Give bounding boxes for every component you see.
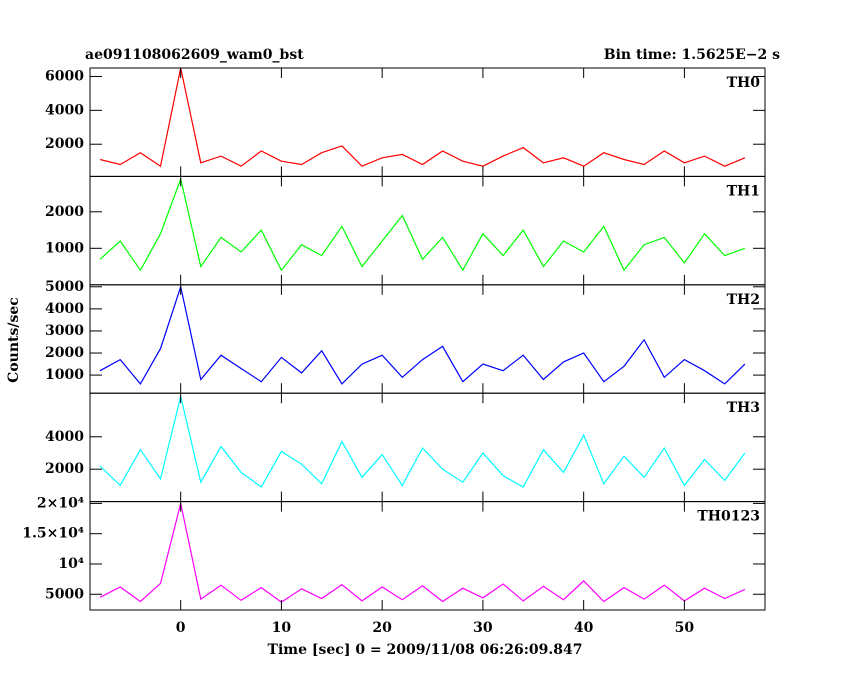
y-tick-label: 1000 xyxy=(45,240,84,256)
chart-subtitle: Bin time: 1.5625E−2 s xyxy=(604,47,780,63)
y-tick-label: 1.5×10⁴ xyxy=(22,526,84,542)
light-curve xyxy=(99,67,746,168)
x-axis-label: Time [sec] 0 = 2009/11/08 06:26:09.847 xyxy=(268,642,583,658)
panel-frame xyxy=(89,67,766,177)
panel-label: TH3 xyxy=(727,400,760,416)
panel-frame xyxy=(89,392,766,503)
panel-label: TH0123 xyxy=(697,509,760,525)
y-tick-label: 10⁴ xyxy=(58,556,84,572)
y-tick-label: 2000 xyxy=(45,136,84,152)
light-curve xyxy=(99,176,746,272)
x-tick-label: 30 xyxy=(473,620,493,636)
y-tick-label: 2000 xyxy=(45,204,84,220)
light-curve xyxy=(99,503,746,603)
x-tick-label: 50 xyxy=(675,620,695,636)
y-tick-label: 5000 xyxy=(45,586,84,602)
y-tick-label: 6000 xyxy=(45,68,84,84)
panel-frame xyxy=(89,175,766,286)
chart-title: ae091108062609_wam0_bst xyxy=(85,47,304,63)
x-tick-label: 20 xyxy=(372,620,392,636)
y-tick-label: 4000 xyxy=(45,429,84,445)
y-tick-label: 4000 xyxy=(45,102,84,118)
y-tick-label: 3000 xyxy=(45,323,84,339)
y-tick-label: 1000 xyxy=(45,367,84,383)
y-tick-label: 2×10⁴ xyxy=(37,495,84,511)
y-axis-label: Counts/sec xyxy=(6,297,22,383)
y-tick-label: 2000 xyxy=(45,461,84,477)
panel-frame xyxy=(89,501,766,611)
x-tick-label: 0 xyxy=(176,620,186,636)
y-tick-label: 2000 xyxy=(45,345,84,361)
light-curve xyxy=(99,396,746,488)
y-tick-label: 4000 xyxy=(45,301,84,317)
x-tick-label: 10 xyxy=(272,620,292,636)
panel-label: TH0 xyxy=(727,75,761,91)
light-curve xyxy=(99,284,746,385)
y-tick-label: 5000 xyxy=(45,279,84,295)
x-tick-label: 40 xyxy=(574,620,594,636)
panel-label: TH1 xyxy=(727,183,760,199)
panel-label: TH2 xyxy=(727,292,760,308)
